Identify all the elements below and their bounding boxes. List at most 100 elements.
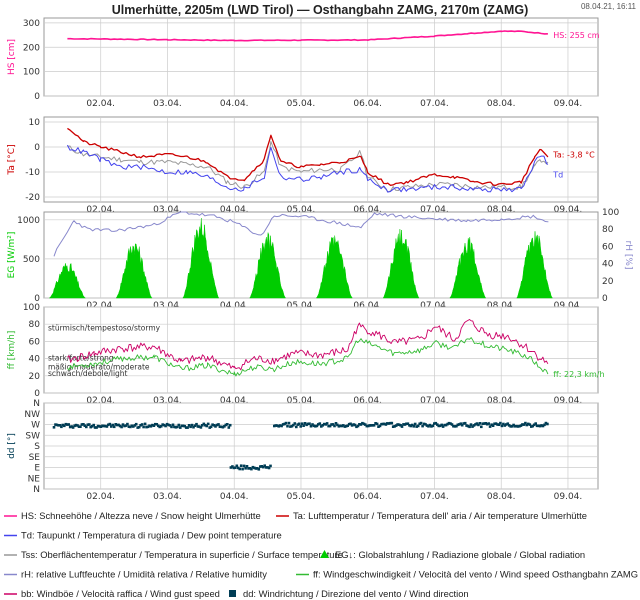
direction-point	[416, 424, 420, 428]
y-tick-label: -10	[25, 168, 40, 178]
direction-point	[183, 424, 186, 428]
direction-point	[399, 424, 402, 427]
direction-point	[380, 422, 383, 426]
x-tick-label: 03.04.	[153, 301, 182, 311]
x-tick-label: 05.04.	[287, 396, 316, 406]
direction-point	[502, 422, 505, 426]
direction-point	[148, 424, 151, 428]
direction-point	[202, 422, 206, 426]
y-tick-label: 300	[23, 19, 40, 29]
x-tick-label: 03.04.	[153, 396, 182, 406]
direction-point	[531, 424, 534, 428]
direction-point	[289, 425, 292, 428]
direction-point	[247, 467, 250, 470]
x-tick-label: 09.04.	[554, 205, 583, 215]
direction-point	[418, 422, 421, 426]
y-tick-label: N	[33, 399, 40, 409]
direction-point	[364, 423, 367, 426]
y-axis-label: EG [W/m²]	[7, 232, 17, 279]
x-tick-label: 03.04.	[153, 205, 182, 215]
direction-point	[173, 425, 176, 429]
direction-point	[320, 425, 323, 428]
direction-point	[474, 423, 477, 426]
direction-point	[190, 423, 194, 427]
direction-point	[494, 422, 498, 425]
direction-point	[475, 422, 479, 425]
direction-point	[52, 426, 56, 429]
direction-point	[90, 425, 94, 428]
direction-point	[118, 424, 122, 428]
direction-point	[71, 426, 75, 429]
direction-point	[510, 425, 514, 428]
direction-point	[73, 424, 76, 428]
y-right-tick-label: 60	[602, 242, 614, 252]
direction-point	[224, 423, 228, 427]
direction-point	[283, 422, 286, 426]
x-tick-label: 06.04.	[353, 492, 382, 502]
direction-point	[530, 425, 533, 428]
y-tick-label: 20	[29, 372, 41, 382]
direction-point	[465, 424, 468, 427]
direction-point	[77, 425, 81, 428]
y-right-axis-label: rH [%]	[623, 241, 633, 270]
direction-point	[137, 425, 141, 429]
y-tick-label: 0	[34, 294, 40, 304]
direction-point	[496, 423, 499, 426]
y-axis-label: ff [km/h]	[7, 331, 17, 370]
direction-point	[241, 467, 244, 471]
direction-point	[374, 422, 377, 425]
direction-point	[518, 424, 521, 428]
direction-point	[280, 424, 283, 428]
direction-point	[538, 424, 542, 428]
direction-point	[509, 425, 512, 428]
direction-point	[226, 423, 229, 426]
direction-point	[430, 425, 433, 428]
direction-point	[483, 422, 486, 425]
direction-point	[303, 422, 307, 425]
radiation-day-area	[449, 236, 487, 299]
direction-point	[534, 422, 537, 425]
direction-point	[115, 423, 119, 427]
y-right-tick-label: 20	[602, 277, 614, 287]
direction-point	[54, 423, 57, 426]
direction-point	[86, 423, 90, 426]
direction-point	[89, 425, 92, 429]
y-right-tick-label: 0	[602, 294, 608, 304]
direction-point	[500, 424, 504, 428]
direction-point	[525, 423, 529, 427]
direction-point	[513, 425, 517, 428]
direction-point	[340, 424, 344, 428]
direction-point	[278, 424, 282, 427]
direction-point	[74, 423, 78, 427]
direction-point	[201, 424, 204, 427]
direction-point	[306, 422, 310, 426]
direction-point	[377, 425, 380, 428]
direction-point	[98, 425, 101, 428]
series-hs-line	[67, 30, 548, 42]
legend-entry-text: EG↓: Globalstrahlung / Radiazione global…	[335, 549, 585, 560]
direction-point	[412, 425, 416, 428]
direction-point	[413, 422, 417, 426]
direction-point	[245, 465, 249, 468]
direction-point	[192, 425, 195, 429]
direction-point	[290, 424, 294, 428]
direction-point	[449, 422, 452, 425]
legend-entry-text: rH: relative Luftfeuchte / Umidità relat…	[21, 569, 267, 580]
direction-point	[532, 423, 536, 427]
direction-point	[251, 465, 255, 469]
x-tick-label: 03.04.	[153, 99, 182, 109]
direction-point	[328, 424, 332, 428]
direction-point	[436, 423, 439, 426]
direction-point	[209, 425, 213, 429]
y-tick-label: 40	[29, 355, 41, 365]
direction-point	[60, 425, 63, 429]
direction-point	[292, 423, 295, 427]
direction-point	[152, 424, 156, 427]
direction-point	[317, 423, 320, 426]
direction-point	[460, 423, 464, 427]
direction-point	[427, 425, 430, 428]
legend-entry-text: Td: Taupunkt / Temperatura di rugiada / …	[21, 530, 282, 541]
direction-point	[120, 425, 123, 429]
direction-point	[199, 426, 203, 429]
direction-point	[324, 423, 327, 426]
